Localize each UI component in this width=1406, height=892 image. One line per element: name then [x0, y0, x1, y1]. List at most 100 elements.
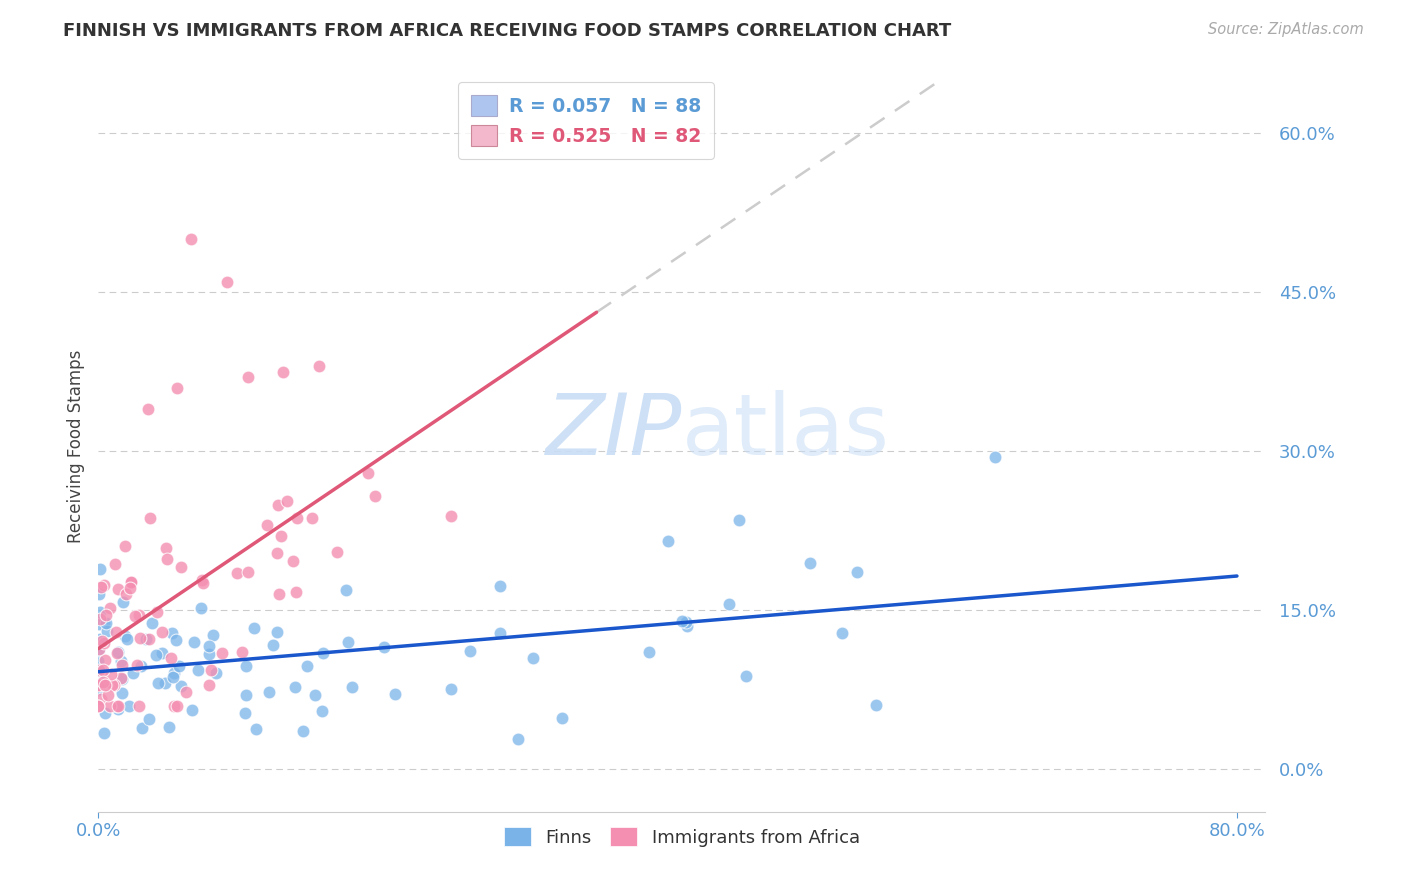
Point: [205, 665, 228, 680]
Point: [93, 615, 115, 630]
Point: [336, 635, 359, 649]
Point: [312, 646, 335, 660]
Point: [439, 682, 461, 697]
Point: [657, 534, 679, 549]
Point: [364, 489, 387, 503]
Point: [107, 702, 129, 716]
Point: [384, 687, 406, 701]
Point: [93, 578, 115, 592]
Point: [90, 665, 112, 679]
Point: [121, 574, 143, 589]
Point: [135, 632, 157, 646]
Point: [141, 616, 163, 631]
Point: [90, 692, 112, 706]
Point: [89, 664, 111, 678]
Point: [458, 644, 481, 658]
Point: [114, 539, 136, 553]
Point: [93, 636, 115, 650]
Point: [129, 659, 152, 673]
Point: [91, 675, 114, 690]
Point: [200, 663, 222, 677]
Point: [146, 605, 169, 619]
Point: [89, 605, 111, 619]
Point: [191, 573, 214, 587]
Point: [156, 552, 179, 566]
Point: [138, 632, 160, 646]
Point: [235, 658, 257, 673]
Point: [118, 581, 141, 595]
Point: [94, 706, 117, 721]
Point: [170, 559, 193, 574]
Point: [285, 511, 308, 525]
Point: [202, 627, 225, 641]
Point: [111, 657, 134, 672]
Point: [96, 624, 118, 638]
Text: FINNISH VS IMMIGRANTS FROM AFRICA RECEIVING FOOD STAMPS CORRELATION CHART: FINNISH VS IMMIGRANTS FROM AFRICA RECEIV…: [63, 22, 952, 40]
Point: [522, 650, 544, 665]
Point: [89, 632, 111, 646]
Point: [94, 677, 117, 691]
Point: [799, 556, 821, 570]
Point: [150, 646, 173, 660]
Point: [87, 698, 110, 713]
Text: ZIP: ZIP: [546, 390, 682, 473]
Point: [89, 617, 111, 632]
Point: [94, 653, 117, 667]
Point: [226, 566, 249, 580]
Point: [489, 579, 512, 593]
Point: [89, 612, 111, 626]
Point: [508, 732, 530, 747]
Point: [89, 677, 111, 691]
Point: [89, 587, 111, 601]
Point: [111, 672, 134, 686]
Point: [93, 678, 115, 692]
Point: [105, 646, 128, 660]
Point: [439, 508, 461, 523]
Legend: R = 0.057   N = 88, R = 0.525   N = 82: R = 0.057 N = 88, R = 0.525 N = 82: [458, 82, 714, 159]
Point: [155, 541, 177, 555]
Point: [846, 566, 869, 580]
Point: [267, 498, 290, 512]
Point: [187, 663, 209, 677]
Point: [87, 643, 110, 657]
Point: [273, 365, 295, 379]
Point: [335, 583, 357, 598]
Point: [284, 584, 307, 599]
Point: [270, 529, 292, 543]
Point: [675, 615, 697, 629]
Point: [111, 686, 134, 700]
Point: [727, 513, 749, 527]
Point: [735, 669, 758, 683]
Point: [267, 587, 290, 601]
Point: [292, 723, 315, 738]
Point: [266, 624, 288, 639]
Point: [257, 685, 280, 699]
Point: [191, 575, 214, 590]
Point: [114, 629, 136, 643]
Point: [153, 676, 176, 690]
Point: [87, 678, 110, 692]
Point: [107, 645, 129, 659]
Point: [110, 654, 132, 668]
Point: [136, 401, 159, 416]
Point: [91, 633, 114, 648]
Point: [122, 665, 145, 680]
Point: [101, 677, 124, 691]
Point: [139, 511, 162, 525]
Point: [91, 663, 114, 677]
Point: [342, 680, 364, 694]
Point: [233, 706, 256, 720]
Point: [138, 712, 160, 726]
Point: [94, 616, 117, 631]
Point: [176, 685, 198, 699]
Point: [89, 642, 111, 657]
Point: [162, 670, 184, 684]
Y-axis label: Receiving Food Stamps: Receiving Food Stamps: [66, 350, 84, 542]
Point: [301, 511, 323, 525]
Point: [170, 679, 193, 693]
Point: [831, 625, 853, 640]
Point: [284, 680, 307, 694]
Point: [551, 711, 574, 725]
Point: [100, 698, 122, 713]
Point: [198, 678, 221, 692]
